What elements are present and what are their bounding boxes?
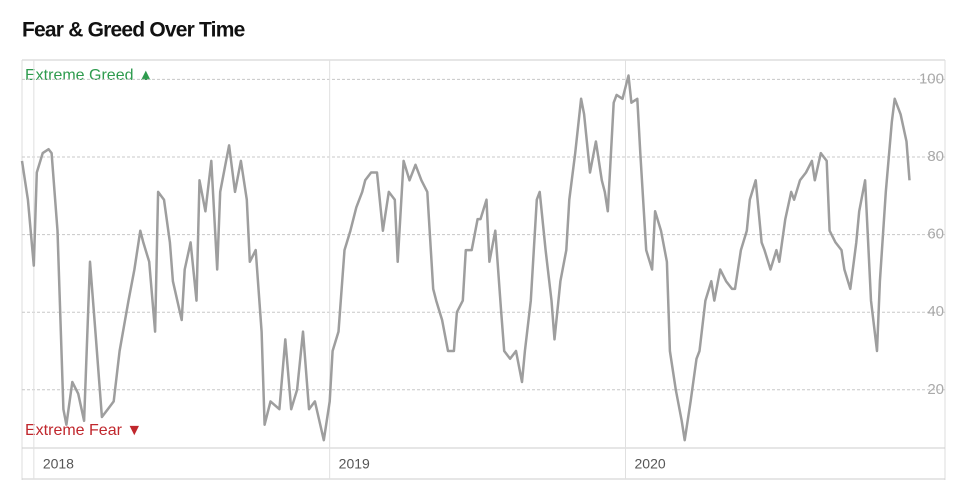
y-tick-label: 20 xyxy=(927,381,944,398)
line-series xyxy=(20,74,911,442)
y-tick-label: 60 xyxy=(927,226,944,243)
y-tick-label: 40 xyxy=(927,303,944,320)
y-tick-label: 80 xyxy=(927,148,944,165)
x-tick-label: 2018 xyxy=(43,456,74,472)
x-tick-label: 2020 xyxy=(635,456,666,472)
extreme-greed-label: Extreme Greed ▲ xyxy=(25,67,154,84)
y-tick-label: 100 xyxy=(919,70,944,87)
extreme-fear-label: Extreme Fear ▼ xyxy=(25,422,142,439)
chart-title: Fear & Greed Over Time xyxy=(22,19,245,42)
x-tick-label: 2019 xyxy=(339,456,370,472)
